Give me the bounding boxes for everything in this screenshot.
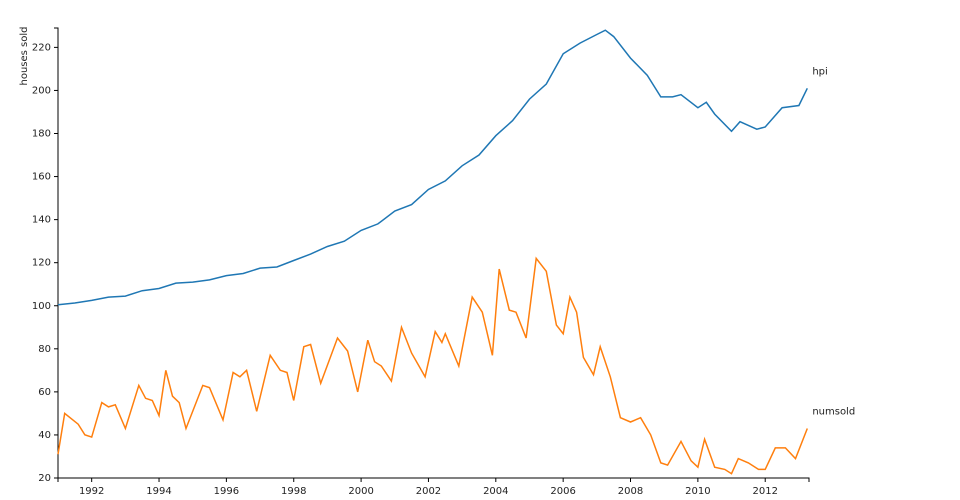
- y-axis-label: houses sold: [19, 27, 30, 86]
- x-tick-label: 1996: [214, 486, 239, 497]
- y-tick-label: 60: [38, 387, 51, 398]
- y-tick-label: 100: [32, 301, 51, 312]
- x-tick-label: 2010: [685, 486, 710, 497]
- series-label: numsold: [812, 406, 855, 417]
- x-tick-label: 2012: [752, 486, 777, 497]
- x-axis: [57, 477, 810, 482]
- x-tick-label: 2004: [483, 486, 508, 497]
- x-tick-label: 2008: [618, 486, 643, 497]
- y-tick-label: 220: [32, 42, 51, 53]
- series-line: [57, 256, 808, 475]
- series-line: [57, 29, 808, 306]
- x-tick-label: 2000: [348, 486, 373, 497]
- x-tick-label: 1994: [146, 486, 171, 497]
- series-label: hpi: [812, 66, 827, 77]
- y-tick-label: 80: [38, 344, 51, 355]
- x-tick-label: 1992: [79, 486, 104, 497]
- y-tick-label: 40: [38, 430, 51, 441]
- y-tick-label: 180: [32, 129, 51, 140]
- y-tick-label: 200: [32, 85, 51, 96]
- x-tick-label: 2002: [416, 486, 441, 497]
- y-tick-label: 160: [32, 172, 51, 183]
- y-tick-label: 120: [32, 258, 51, 269]
- y-tick-label: 140: [32, 215, 51, 226]
- x-tick-label: 1998: [281, 486, 306, 497]
- y-axis: [54, 27, 59, 479]
- y-tick-label: 20: [38, 473, 51, 484]
- x-tick-label: 2006: [550, 486, 575, 497]
